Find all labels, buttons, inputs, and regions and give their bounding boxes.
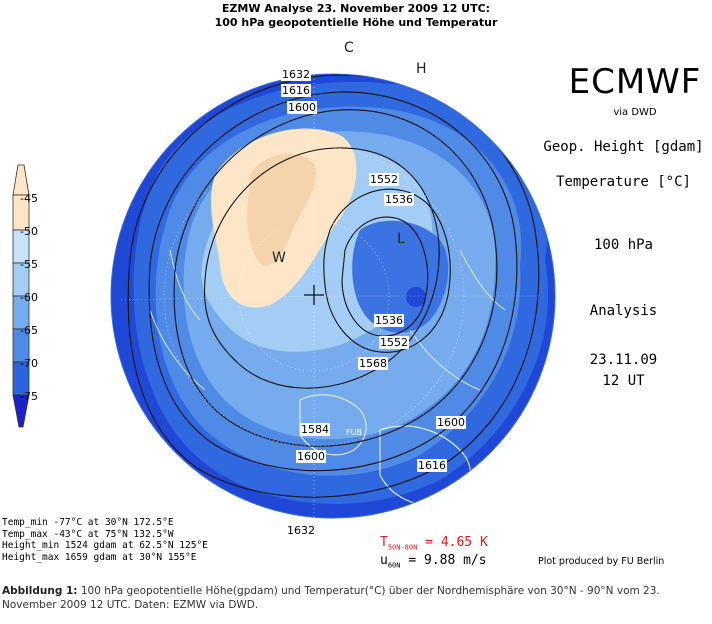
colorbar-bottom-arrow: [12, 394, 30, 428]
colorbar: [12, 164, 30, 428]
warm-core: [247, 153, 316, 266]
temp-diff: T50N-80N = 4.65 K: [380, 535, 488, 552]
colorbar-label: -75: [20, 390, 38, 403]
map-title: EZMW Analyse 23. November 2009 12 UTC:: [221, 2, 491, 15]
temp-diff-value: = 4.65 K: [425, 535, 488, 550]
caption-label: Abbildung 1:: [2, 585, 78, 597]
cold-core: [406, 287, 426, 307]
date-label: 23.11.09: [589, 352, 658, 368]
caption-text: 100 hPa geopotentielle Höhe(gpdam) und T…: [2, 585, 660, 611]
map-subtitle: 100 hPa geopotentielle Höhe und Temperat…: [214, 16, 498, 29]
contour-label: 1600: [436, 416, 466, 429]
contour-label: 1536: [384, 193, 414, 206]
variable-height: Geop. Height [gdam]: [543, 139, 704, 155]
temp-diff-sub: 50N-80N: [387, 543, 418, 552]
zonal-wind-sub: 60N: [387, 561, 401, 570]
contour-label: 1584: [300, 423, 330, 436]
zonal-wind: u60N = 9.88 m/s: [380, 553, 487, 570]
colorbar-label: -50: [20, 225, 38, 238]
map-border: [110, 73, 556, 519]
colorbar-label: -45: [20, 192, 38, 205]
coastline: [409, 249, 506, 391]
contour-label: 1552: [379, 336, 409, 349]
contour-label: 1616: [281, 84, 311, 97]
height-contours: [127, 74, 540, 498]
contour-label: 1568: [358, 357, 388, 370]
marker-l: L: [397, 231, 405, 247]
ecmwf-logo: ECMWF: [568, 62, 702, 102]
contour-label: 1536: [374, 314, 404, 327]
pressure-level: 100 hPa: [593, 237, 653, 253]
temp-min: Temp_min -77°C at 30°N 172.5°E: [2, 517, 174, 528]
colorbar-label: -65: [20, 324, 38, 337]
contour-label: 1600: [296, 450, 326, 463]
figure-caption: Abbildung 1: 100 hPa geopotentielle Höhe…: [2, 584, 708, 612]
temp-max: Temp_max -43°C at 75°N 132.5°W: [2, 528, 174, 540]
colorbar-label: -55: [20, 258, 38, 271]
contour-label: 1600: [287, 101, 317, 114]
height-min: Height_min 1524 gdam at 62.5°N 125°E: [2, 540, 208, 551]
contour-label: 1552: [369, 173, 399, 186]
height-max: Height_max 1659 gdam at 30°N 155°E: [2, 551, 197, 563]
marker-w: W: [272, 250, 286, 266]
extremes: Temp_min -77°C at 30°N 172.5°E Temp_max …: [2, 517, 208, 563]
colorbar-label: -70: [20, 357, 38, 370]
temp-diff-symbol: T: [380, 535, 388, 550]
analysis-label: Analysis: [589, 303, 658, 319]
contour-label: 1616: [417, 459, 447, 472]
colorbar-label: -60: [20, 291, 38, 304]
contour-label: 1632: [281, 68, 311, 81]
marker-c: C: [344, 40, 354, 56]
zonal-wind-symbol: u: [380, 553, 388, 568]
zonal-wind-value: = 9.88 m/s: [408, 553, 487, 568]
contour-label: 1632: [286, 524, 316, 537]
data-source: via DWD: [613, 107, 657, 118]
variable-temp: Temperature [°C]: [556, 174, 691, 190]
credit: Plot produced by FU Berlin: [538, 556, 665, 567]
marker-h: H: [416, 61, 427, 77]
coastline: [149, 249, 206, 391]
time-label: 12 UT: [602, 373, 645, 389]
fub-marker: FUB: [346, 428, 362, 437]
